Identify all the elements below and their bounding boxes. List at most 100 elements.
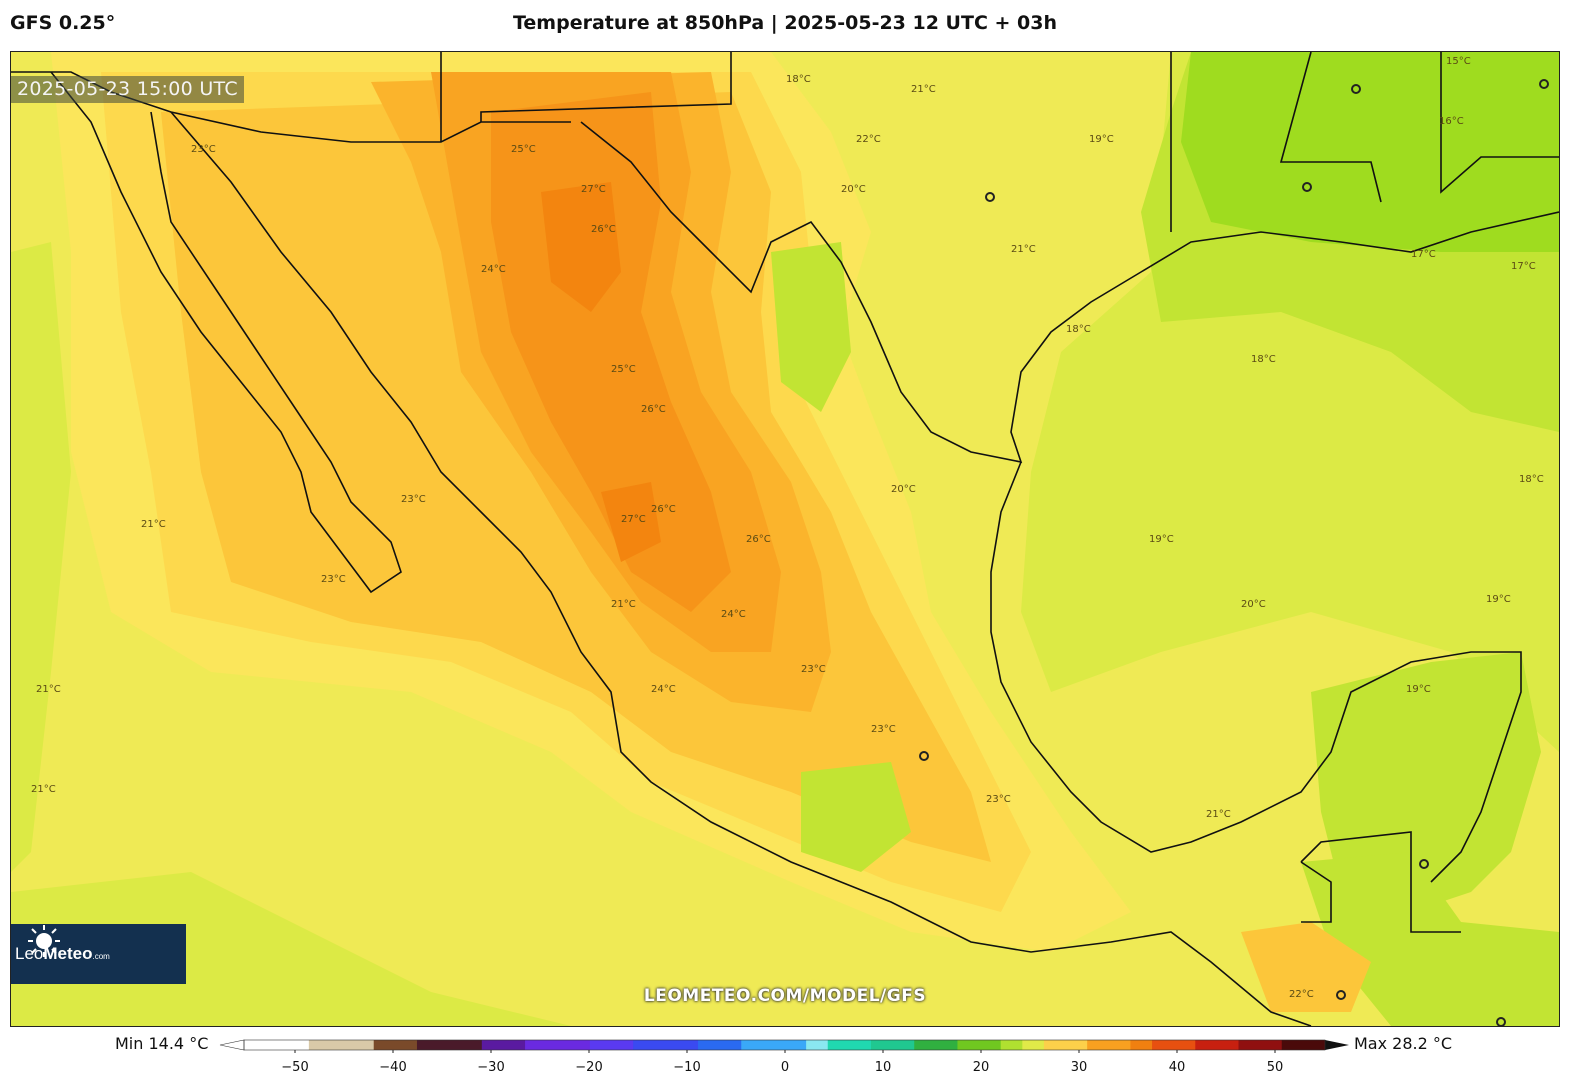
contour-label: 22°C bbox=[1289, 989, 1314, 1000]
colorbar-segment bbox=[1065, 1040, 1088, 1050]
colorbar-segment bbox=[611, 1040, 634, 1050]
pacific-coast bbox=[170, 111, 1312, 1026]
contour-label: 23°C bbox=[321, 574, 346, 585]
contour-label: 17°C bbox=[1411, 249, 1436, 260]
gulf-west-coast bbox=[990, 461, 1522, 883]
contour-label: 19°C bbox=[1486, 594, 1511, 605]
city-marker bbox=[1496, 1017, 1506, 1026]
colorbar-segment bbox=[568, 1040, 591, 1050]
contour-label: 15°C bbox=[1446, 56, 1471, 67]
temp-band-27a bbox=[541, 182, 621, 312]
colorbar-segment bbox=[308, 1040, 332, 1050]
colorbar-segment bbox=[892, 1040, 915, 1050]
contour-label: 19°C bbox=[1149, 534, 1174, 545]
colorbar-segment bbox=[373, 1040, 396, 1050]
colorbar-tick-label: 30 bbox=[1071, 1060, 1088, 1075]
colorbar-tick-label: 0 bbox=[781, 1060, 789, 1075]
map-panel[interactable]: 15°C 16°C 17°C 17°C 18°C 18°C 18°C 18°C 19°C 19°C… bbox=[10, 51, 1560, 1027]
contour-label: 18°C bbox=[786, 74, 811, 85]
colorbar-segment bbox=[676, 1040, 699, 1050]
contour-label: 21°C bbox=[1011, 244, 1036, 255]
coastlines bbox=[11, 52, 1559, 1026]
logo-text: LeoMeteo.com bbox=[15, 944, 110, 964]
sun-icon bbox=[28, 925, 60, 957]
colorbar-segment bbox=[1238, 1040, 1261, 1050]
colorbar-segment bbox=[719, 1040, 742, 1050]
colorbar-ticks: −50 −40 −30 −20 −10 0 10 20 30 40 50 bbox=[281, 1050, 1283, 1075]
model-name: GFS 0.25° bbox=[10, 12, 116, 34]
colorbar-segment bbox=[1152, 1040, 1175, 1050]
colorbar-segment bbox=[1281, 1040, 1304, 1050]
colorbar-segment bbox=[1087, 1040, 1110, 1050]
contour-label: 20°C bbox=[841, 184, 866, 195]
contour-label: 22°C bbox=[856, 134, 881, 145]
contour-label: 21°C bbox=[911, 84, 936, 95]
contour-label: 26°C bbox=[591, 224, 616, 235]
colorbar-segment bbox=[1000, 1040, 1023, 1050]
colorbar-segment bbox=[395, 1040, 418, 1050]
colorbar-segment bbox=[698, 1040, 721, 1050]
contour-label: 18°C bbox=[1066, 324, 1091, 335]
temp-band-27b bbox=[601, 482, 661, 562]
colorbar-tick-label: −10 bbox=[673, 1060, 700, 1075]
temperature-map[interactable]: 15°C 16°C 17°C 17°C 18°C 18°C 18°C 18°C 19°C 19°C… bbox=[11, 52, 1559, 1026]
contour-labels: 15°C 16°C 17°C 17°C 18°C 18°C 18°C 18°C 19°C 19°C… bbox=[31, 56, 1544, 1000]
colorbar-segment bbox=[762, 1040, 786, 1050]
contour-label: 17°C bbox=[1511, 261, 1536, 272]
colorbar-segment bbox=[503, 1040, 526, 1050]
contour-label: 23°C bbox=[801, 664, 826, 675]
colorbar-segment bbox=[1173, 1040, 1196, 1050]
colorbar-tick-label: 10 bbox=[875, 1060, 892, 1075]
valid-time-label: 2025-05-23 15:00 UTC bbox=[11, 76, 244, 103]
temp-band-yucatan bbox=[1311, 652, 1541, 912]
contour-label: 25°C bbox=[611, 364, 636, 375]
leometeo-logo[interactable]: LeoMeteo.com bbox=[11, 924, 186, 984]
contour-label: 23°C bbox=[871, 724, 896, 735]
contour-label: 24°C bbox=[481, 264, 506, 275]
contour-label: 19°C bbox=[1089, 134, 1114, 145]
colorbar-segment bbox=[633, 1040, 656, 1050]
contour-label: 25°C bbox=[511, 144, 536, 155]
colorbar-gradient bbox=[219, 1039, 1349, 1051]
colorbar-segment bbox=[1130, 1040, 1153, 1050]
colorbar-segment bbox=[244, 1040, 267, 1050]
colorbar-segment bbox=[784, 1040, 807, 1050]
city-marker bbox=[1539, 79, 1549, 89]
contour-label: 27°C bbox=[581, 184, 606, 195]
contour-label: 18°C bbox=[1519, 474, 1544, 485]
contour-label: 18°C bbox=[1251, 354, 1276, 365]
contour-label: 26°C bbox=[651, 504, 676, 515]
contour-label: 21°C bbox=[31, 784, 56, 795]
baja-coast bbox=[50, 71, 402, 594]
temp-band-ne-cool bbox=[771, 242, 851, 412]
colorbar-segment bbox=[525, 1040, 548, 1050]
temp-band-central-cool bbox=[801, 762, 911, 872]
legend-bar: Min 14.4 °C −50 −40 −30 −20 −10 0 10 20 30 40 50 M… bbox=[0, 1026, 1570, 1075]
colorbar-segment bbox=[287, 1040, 310, 1050]
logo-brand-light: Leo bbox=[15, 944, 44, 963]
colorbar-segment bbox=[589, 1040, 613, 1050]
colorbar-segment bbox=[957, 1040, 980, 1050]
colorbar-tick-label: 20 bbox=[973, 1060, 990, 1075]
colorbar-tick-label: −40 bbox=[379, 1060, 406, 1075]
colorbar-segment bbox=[546, 1040, 569, 1050]
contour-label: 20°C bbox=[1241, 599, 1266, 610]
colorbar-segment bbox=[806, 1040, 829, 1050]
contour-label: 26°C bbox=[746, 534, 771, 545]
colorbar: −50 −40 −30 −20 −10 0 10 20 30 40 50 bbox=[219, 1039, 1349, 1075]
temp-band-ca-warm bbox=[1241, 922, 1371, 1012]
temp-band-17 bbox=[1181, 52, 1559, 252]
colorbar-segment bbox=[935, 1040, 959, 1050]
contour-label: 21°C bbox=[36, 684, 61, 695]
ca-borders bbox=[1300, 831, 1461, 933]
colorbar-segment bbox=[352, 1040, 375, 1050]
colorbar-segment bbox=[741, 1040, 764, 1050]
contour-label: 23°C bbox=[401, 494, 426, 505]
colorbar-segment bbox=[265, 1040, 288, 1050]
logo-brand-bold: Meteo bbox=[43, 944, 93, 963]
colorbar-segment bbox=[1260, 1040, 1283, 1050]
us-state-borders bbox=[1170, 52, 1559, 232]
contour-label: 26°C bbox=[641, 404, 666, 415]
contour-label: 27°C bbox=[621, 514, 646, 525]
city-markers bbox=[919, 79, 1549, 1026]
